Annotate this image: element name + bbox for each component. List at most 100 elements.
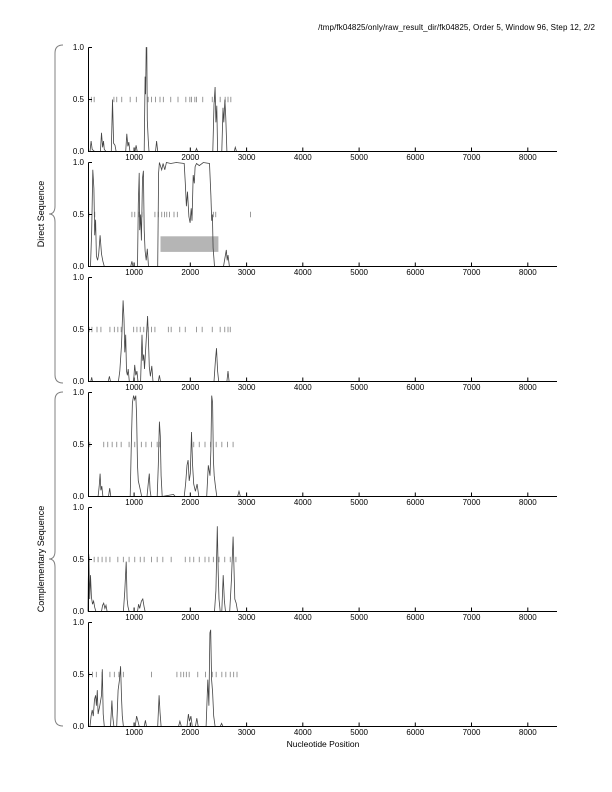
probability-curve [88,300,557,382]
xtick-label-5000: 5000 [350,153,368,162]
direct-sequence-label: Direct Sequence [36,180,46,248]
panel-complementary-frame-3: 1.0 0.5 0.0 1000 2000 3000 4000 5000 6000 7000… [73,619,558,737]
xtick-label-8000: 8000 [518,728,537,737]
xtick-label-5000: 5000 [350,728,368,737]
xtick-label-1000: 1000 [125,613,143,622]
xtick-label-7000: 7000 [462,728,481,737]
ytick-label-mid: 0.5 [72,95,84,104]
xtick-label-4000: 4000 [293,613,312,622]
xtick-label-6000: 6000 [406,613,425,622]
ytick-label-bottom: 0.0 [72,377,84,386]
x-tick-labels: 1000 2000 3000 4000 5000 6000 7000 8000 [88,268,558,279]
xtick-label-2000: 2000 [181,613,200,622]
ytick-label-top: 1.0 [72,273,84,282]
xtick-label-6000: 6000 [406,728,425,737]
xtick-label-2000: 2000 [181,383,200,392]
x-tick-labels: 1000 2000 3000 4000 5000 6000 7000 8000 [88,498,558,509]
group-braces [48,44,64,727]
x-tick-labels: 1000 2000 3000 4000 5000 6000 7000 8000 [88,383,558,394]
xtick-label-3000: 3000 [237,498,256,507]
xtick-label-4000: 4000 [293,728,312,737]
xtick-label-5000: 5000 [350,383,368,392]
xtick-label-8000: 8000 [518,268,537,277]
complementary-group-brace [48,391,64,727]
xtick-label-4000: 4000 [293,268,312,277]
panel-complementary-frame-1: 1.0 0.5 0.0 1000 2000 3000 4000 5000 6000 7000… [73,389,558,507]
xtick-label-6000: 6000 [406,268,425,277]
xtick-label-6000: 6000 [406,153,425,162]
ytick-label-mid: 0.5 [72,440,84,449]
panel-plot-area [88,622,557,727]
xtick-label-1000: 1000 [125,268,143,277]
x-tick-labels: 1000 2000 3000 4000 5000 6000 7000 8000 [88,728,558,739]
axis-spines [88,47,557,152]
direct-group-brace [48,44,64,384]
x-tick-labels: 1000 2000 3000 4000 5000 6000 7000 8000 [88,613,558,624]
ytick-label-top: 1.0 [72,388,84,397]
xtick-label-6000: 6000 [406,383,425,392]
panel-plot-area [88,47,557,152]
ytick-label-top: 1.0 [72,618,84,627]
panel-direct-frame-2: 1.0 0.5 0.0 1000 2000 3000 4000 5000 6000 7000… [73,159,558,277]
xtick-label-1000: 1000 [125,383,143,392]
ytick-label-top: 1.0 [72,43,84,52]
xtick-label-3000: 3000 [237,613,256,622]
xtick-label-5000: 5000 [350,498,368,507]
xtick-label-3000: 3000 [237,728,256,737]
xtick-label-8000: 8000 [518,153,537,162]
panel-plot-area [87,507,557,612]
probability-curve [88,629,557,727]
xtick-label-1000: 1000 [125,728,143,737]
probability-curve [88,395,557,497]
ytick-label-mid: 0.5 [72,325,84,334]
panel-direct-frame-1: 1.0 0.5 0.0 1000 2000 3000 4000 5000 6000 7000… [73,44,558,162]
xtick-label-7000: 7000 [462,498,481,507]
xtick-label-2000: 2000 [181,153,200,162]
xtick-label-6000: 6000 [406,498,425,507]
xtick-label-3000: 3000 [237,153,256,162]
xtick-label-4000: 4000 [293,498,312,507]
x-tick-labels: 1000 2000 3000 4000 5000 6000 7000 8000 [88,153,558,164]
xtick-label-8000: 8000 [518,383,537,392]
xtick-label-7000: 7000 [462,153,481,162]
panel-plot-area [88,277,557,382]
ytick-label-bottom: 0.0 [72,492,84,501]
ytick-label-bottom: 0.0 [72,607,84,616]
axis-spines [88,277,557,382]
xtick-label-4000: 4000 [293,383,312,392]
xtick-label-5000: 5000 [350,613,368,622]
ytick-label-mid: 0.5 [72,670,84,679]
x-axis-title: Nucleotide Position [286,739,360,749]
ytick-label-bottom: 0.0 [72,722,84,731]
xtick-label-7000: 7000 [462,268,481,277]
plot-title: /tmp/fk04825/only/raw_result_dir/fk04825… [318,23,595,32]
complementary-sequence-label: Complementary Sequence [36,505,46,613]
xtick-label-2000: 2000 [181,728,200,737]
xtick-label-2000: 2000 [181,268,200,277]
xtick-label-8000: 8000 [518,498,537,507]
xtick-label-1000: 1000 [125,153,143,162]
probability-curve [88,47,557,152]
xtick-label-2000: 2000 [181,498,200,507]
axis-spines [88,507,557,612]
ytick-label-mid: 0.5 [72,210,84,219]
ytick-label-bottom: 0.0 [72,147,84,156]
xtick-label-1000: 1000 [125,498,143,507]
panel-plot-area [88,162,557,267]
predicted-coding-region-box [160,236,219,252]
xtick-label-3000: 3000 [237,383,256,392]
probability-curve [87,526,557,612]
panel-complementary-frame-2: 1.0 0.5 0.0 1000 2000 3000 4000 5000 6000 7000… [73,504,558,622]
xtick-label-8000: 8000 [518,613,537,622]
ytick-label-top: 1.0 [72,503,84,512]
probability-curve [88,162,557,267]
xtick-label-7000: 7000 [462,383,481,392]
ytick-label-bottom: 0.0 [72,262,84,271]
ytick-label-mid: 0.5 [72,555,84,564]
panel-direct-frame-3: 1.0 0.5 0.0 1000 2000 3000 4000 5000 6000 7000… [73,274,558,392]
xtick-label-5000: 5000 [350,268,368,277]
ytick-label-top: 1.0 [72,158,84,167]
panel-plot-area [88,392,557,497]
xtick-label-4000: 4000 [293,153,312,162]
